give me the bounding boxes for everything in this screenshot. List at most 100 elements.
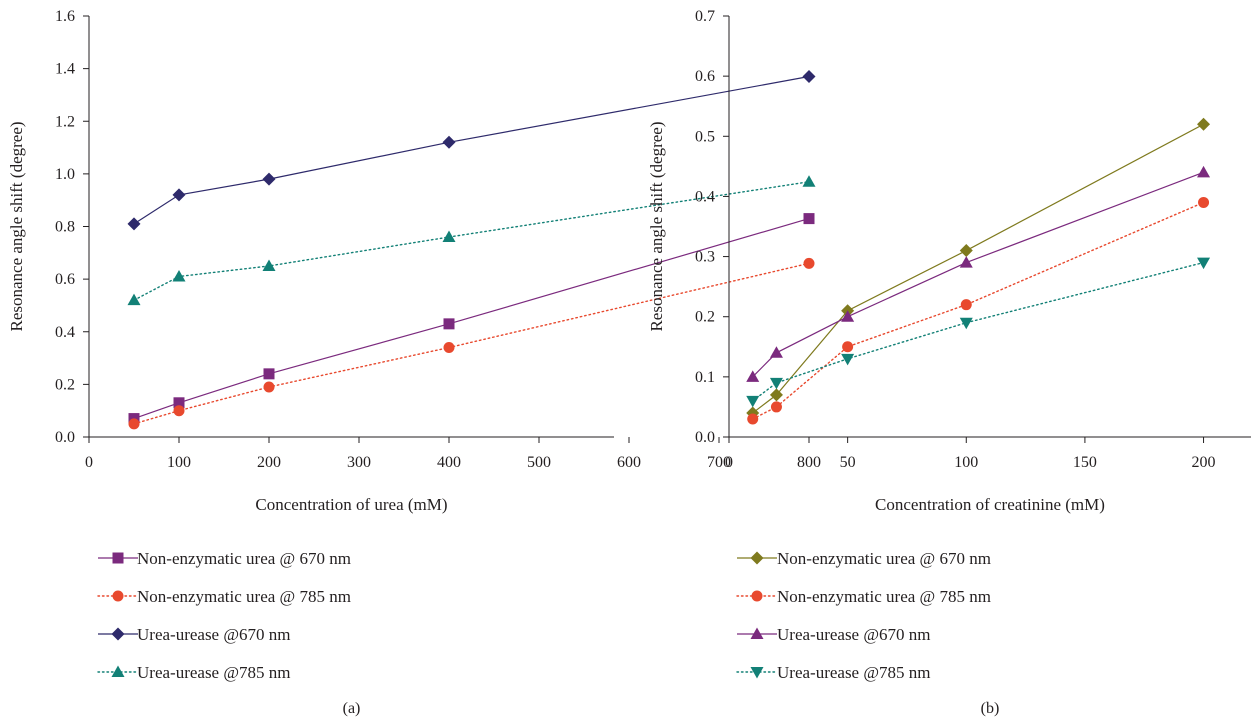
- data-point: [769, 346, 783, 358]
- x-axis-title: Concentration of creatinine (mM): [875, 495, 1105, 514]
- data-point: [841, 310, 855, 322]
- y-tick-label: 0.7: [695, 8, 715, 25]
- legend-marker: [750, 551, 764, 565]
- x-tick-label: 200: [1192, 454, 1216, 471]
- data-point: [747, 413, 759, 425]
- y-tick-label: 0.8: [55, 219, 75, 236]
- legend-item: Non-enzymatic urea @ 785 nm: [736, 587, 991, 606]
- legend-label: Non-enzymatic urea @ 785 nm: [777, 587, 991, 606]
- y-axis-title: Resonance angle shift (degree): [7, 121, 26, 331]
- legend-item: Non-enzymatic urea @ 670 nm: [98, 549, 351, 568]
- chart-a: 0.0 0.2 0.4 0.6 0.8 1.0 1.2 1.4 1.6 0 100 200 300 400…: [7, 8, 821, 717]
- series-line: [752, 261, 1205, 402]
- y-tick-label: 1.0: [55, 166, 75, 183]
- series-2: [747, 196, 1210, 425]
- y-tick-label: 0.2: [55, 376, 75, 393]
- x-tick-label: 200: [257, 454, 281, 471]
- data-point: [172, 188, 186, 202]
- legend-label: Urea-urease @785 nm: [137, 663, 290, 682]
- data-point: [263, 381, 275, 393]
- data-point: [173, 397, 185, 409]
- legend-item: Urea-urease @785 nm: [736, 663, 930, 682]
- x-tick-label: 300: [347, 454, 371, 471]
- y-tick-label: 1.2: [55, 113, 75, 130]
- x-tick-label: 400: [437, 454, 461, 471]
- data-point: [770, 401, 782, 413]
- legend-label: Urea-urease @785 nm: [777, 663, 930, 682]
- y-tick-label: 0.6: [695, 68, 715, 85]
- data-point: [1197, 257, 1211, 270]
- x-tick-label: 150: [1073, 454, 1097, 471]
- y-axis-title: Resonance angle shift (degree): [647, 121, 666, 331]
- series-4: [127, 175, 816, 306]
- legend-label: Non-enzymatic urea @ 670 nm: [777, 549, 991, 568]
- data-point: [262, 259, 276, 271]
- legend-marker: [112, 590, 124, 602]
- x-tick-label: 0: [85, 454, 93, 471]
- series-line: [752, 123, 1204, 414]
- legend-item: Urea-urease @670 nm: [737, 625, 930, 644]
- legend-marker: [112, 552, 124, 564]
- data-point: [1198, 196, 1210, 208]
- series-line: [133, 262, 810, 425]
- legend-item: Urea-urease @785 nm: [97, 663, 290, 682]
- data-point: [127, 217, 141, 231]
- data-point: [802, 175, 816, 187]
- legend-marker: [751, 590, 763, 602]
- data-point: [263, 368, 275, 380]
- y-tick-label: 1.6: [55, 8, 75, 25]
- panel-label: (b): [981, 700, 1000, 717]
- data-point: [1197, 117, 1211, 131]
- y-tick-label: 0.1: [695, 369, 715, 386]
- data-point: [841, 353, 855, 366]
- legend-label: Non-enzymatic urea @ 785 nm: [137, 587, 351, 606]
- legend-marker: [111, 627, 125, 641]
- legend-item: Non-enzymatic urea @ 670 nm: [737, 549, 991, 568]
- data-point: [746, 395, 760, 408]
- data-point: [769, 377, 783, 390]
- x-tick-label: 50: [840, 454, 856, 471]
- series-4: [746, 257, 1211, 408]
- data-point: [842, 341, 854, 353]
- series-3: [746, 165, 1211, 382]
- data-point: [960, 299, 972, 311]
- legend-label: Non-enzymatic urea @ 670 nm: [137, 549, 351, 568]
- legend-item: Urea-urease @670 nm: [98, 625, 290, 644]
- series-line: [752, 201, 1205, 420]
- data-point: [959, 256, 973, 268]
- panel-label: (a): [343, 700, 361, 717]
- y-tick-label: 0.2: [695, 309, 715, 326]
- data-point: [127, 293, 141, 306]
- series-3: [127, 70, 816, 231]
- x-tick-label: 700: [707, 454, 731, 471]
- data-point: [803, 213, 815, 225]
- series-2: [128, 257, 815, 430]
- data-point: [172, 269, 186, 282]
- legend-marker: [750, 627, 764, 639]
- x-tick-label: 600: [617, 454, 641, 471]
- y-tick-label: 0.3: [695, 249, 715, 266]
- x-tick-label: 800: [797, 454, 821, 471]
- x-tick-label: 0: [725, 454, 733, 471]
- y-tick-label: 0.4: [695, 188, 715, 205]
- data-point: [128, 418, 140, 430]
- data-point: [746, 370, 760, 382]
- data-point: [442, 135, 456, 149]
- data-point: [173, 405, 185, 417]
- legend-marker: [750, 667, 764, 679]
- x-axis-title: Concentration of urea (mM): [255, 495, 447, 514]
- legend-marker: [111, 665, 125, 677]
- x-tick-label: 100: [167, 454, 191, 471]
- data-point: [802, 70, 816, 84]
- y-tick-label: 0.4: [55, 324, 75, 341]
- legend-label: Urea-urease @670 nm: [777, 625, 930, 644]
- data-point: [769, 388, 783, 402]
- x-tick-label: 500: [527, 454, 551, 471]
- y-tick-label: 1.4: [55, 61, 75, 78]
- data-point: [262, 172, 276, 186]
- data-point: [959, 317, 973, 330]
- data-point: [443, 342, 455, 354]
- data-point: [1197, 165, 1211, 178]
- series-line: [752, 171, 1204, 378]
